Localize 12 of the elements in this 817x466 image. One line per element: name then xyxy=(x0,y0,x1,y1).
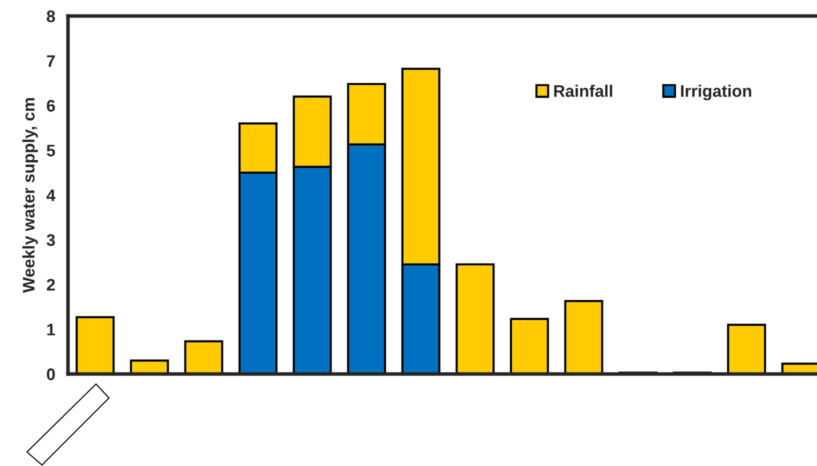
legend-label: Rainfall xyxy=(554,84,612,97)
y-tick-label: 3 xyxy=(46,234,55,246)
y-tick-label: 5 xyxy=(46,144,56,156)
y-tick-label: 6 xyxy=(46,100,55,112)
y-tick-label: 7 xyxy=(46,55,55,67)
y-axis-title: Weekly water supply, cm xyxy=(22,98,38,293)
y-tick-label: 8 xyxy=(46,10,55,22)
y-tick-label: 2 xyxy=(46,278,55,291)
legend-label: Irrigation xyxy=(681,84,752,100)
y-tick-label: 0 xyxy=(46,368,55,380)
y-tick-label: 4 xyxy=(46,190,56,202)
y-tick-label: 1 xyxy=(47,324,56,336)
